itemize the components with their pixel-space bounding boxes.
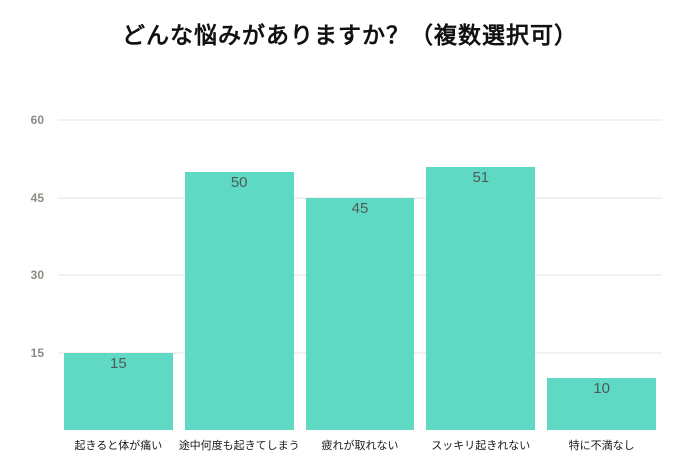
bar-slot-3: 51 スッキリ起きれない [420,120,541,452]
bar-2: 45 [305,197,415,430]
bar-slot-4: 10 特に不満なし [541,120,662,452]
chart-title: どんな悩みがありますか？（複数選択可） [122,22,578,48]
bar-value-label-4: 10 [593,380,610,398]
bar-category-label-1: 途中何度も起きてしまう [178,440,300,452]
bar-value-label-0: 15 [110,354,127,372]
y-tick-label-30: 30 [30,268,44,282]
bar-category-label-3: スッキリ起きれない [431,440,531,452]
bar-slot-1: 50 途中何度も起きてしまう [179,120,300,452]
bar-category-label-0: 起きると体が痛い [74,440,163,452]
bar-value-label-2: 45 [351,199,369,217]
bar-3: 51 [426,166,536,430]
bar-slot-2: 45 疲れが取れない [300,120,421,452]
bar-category-label-4: 特に不満なし [568,440,635,452]
bars: 15 起きると体が痛い 50 途中何度も起きてしまう 45 疲れが取れない 51 スッキリ起き… [58,120,662,452]
bar-value-label-3: 51 [472,168,490,186]
plot-area: 15 30 45 60 15 起きると体が痛い 50 途中何度も起きてしまう 45 疲れが取れな… [31,113,662,452]
gridline-60 [58,119,662,121]
bar-0: 15 [64,352,173,430]
bar-value-label-1: 50 [230,173,248,191]
y-tick-label-45: 45 [30,190,44,205]
y-tick-label-60: 60 [30,113,44,127]
bar-category-label-2: 疲れが取れない [321,440,399,452]
bar-4: 10 [547,378,656,430]
bar-1: 50 [184,171,294,430]
bar-slot-0: 15 起きると体が痛い [58,120,179,452]
y-tick-label-15: 15 [30,345,44,360]
